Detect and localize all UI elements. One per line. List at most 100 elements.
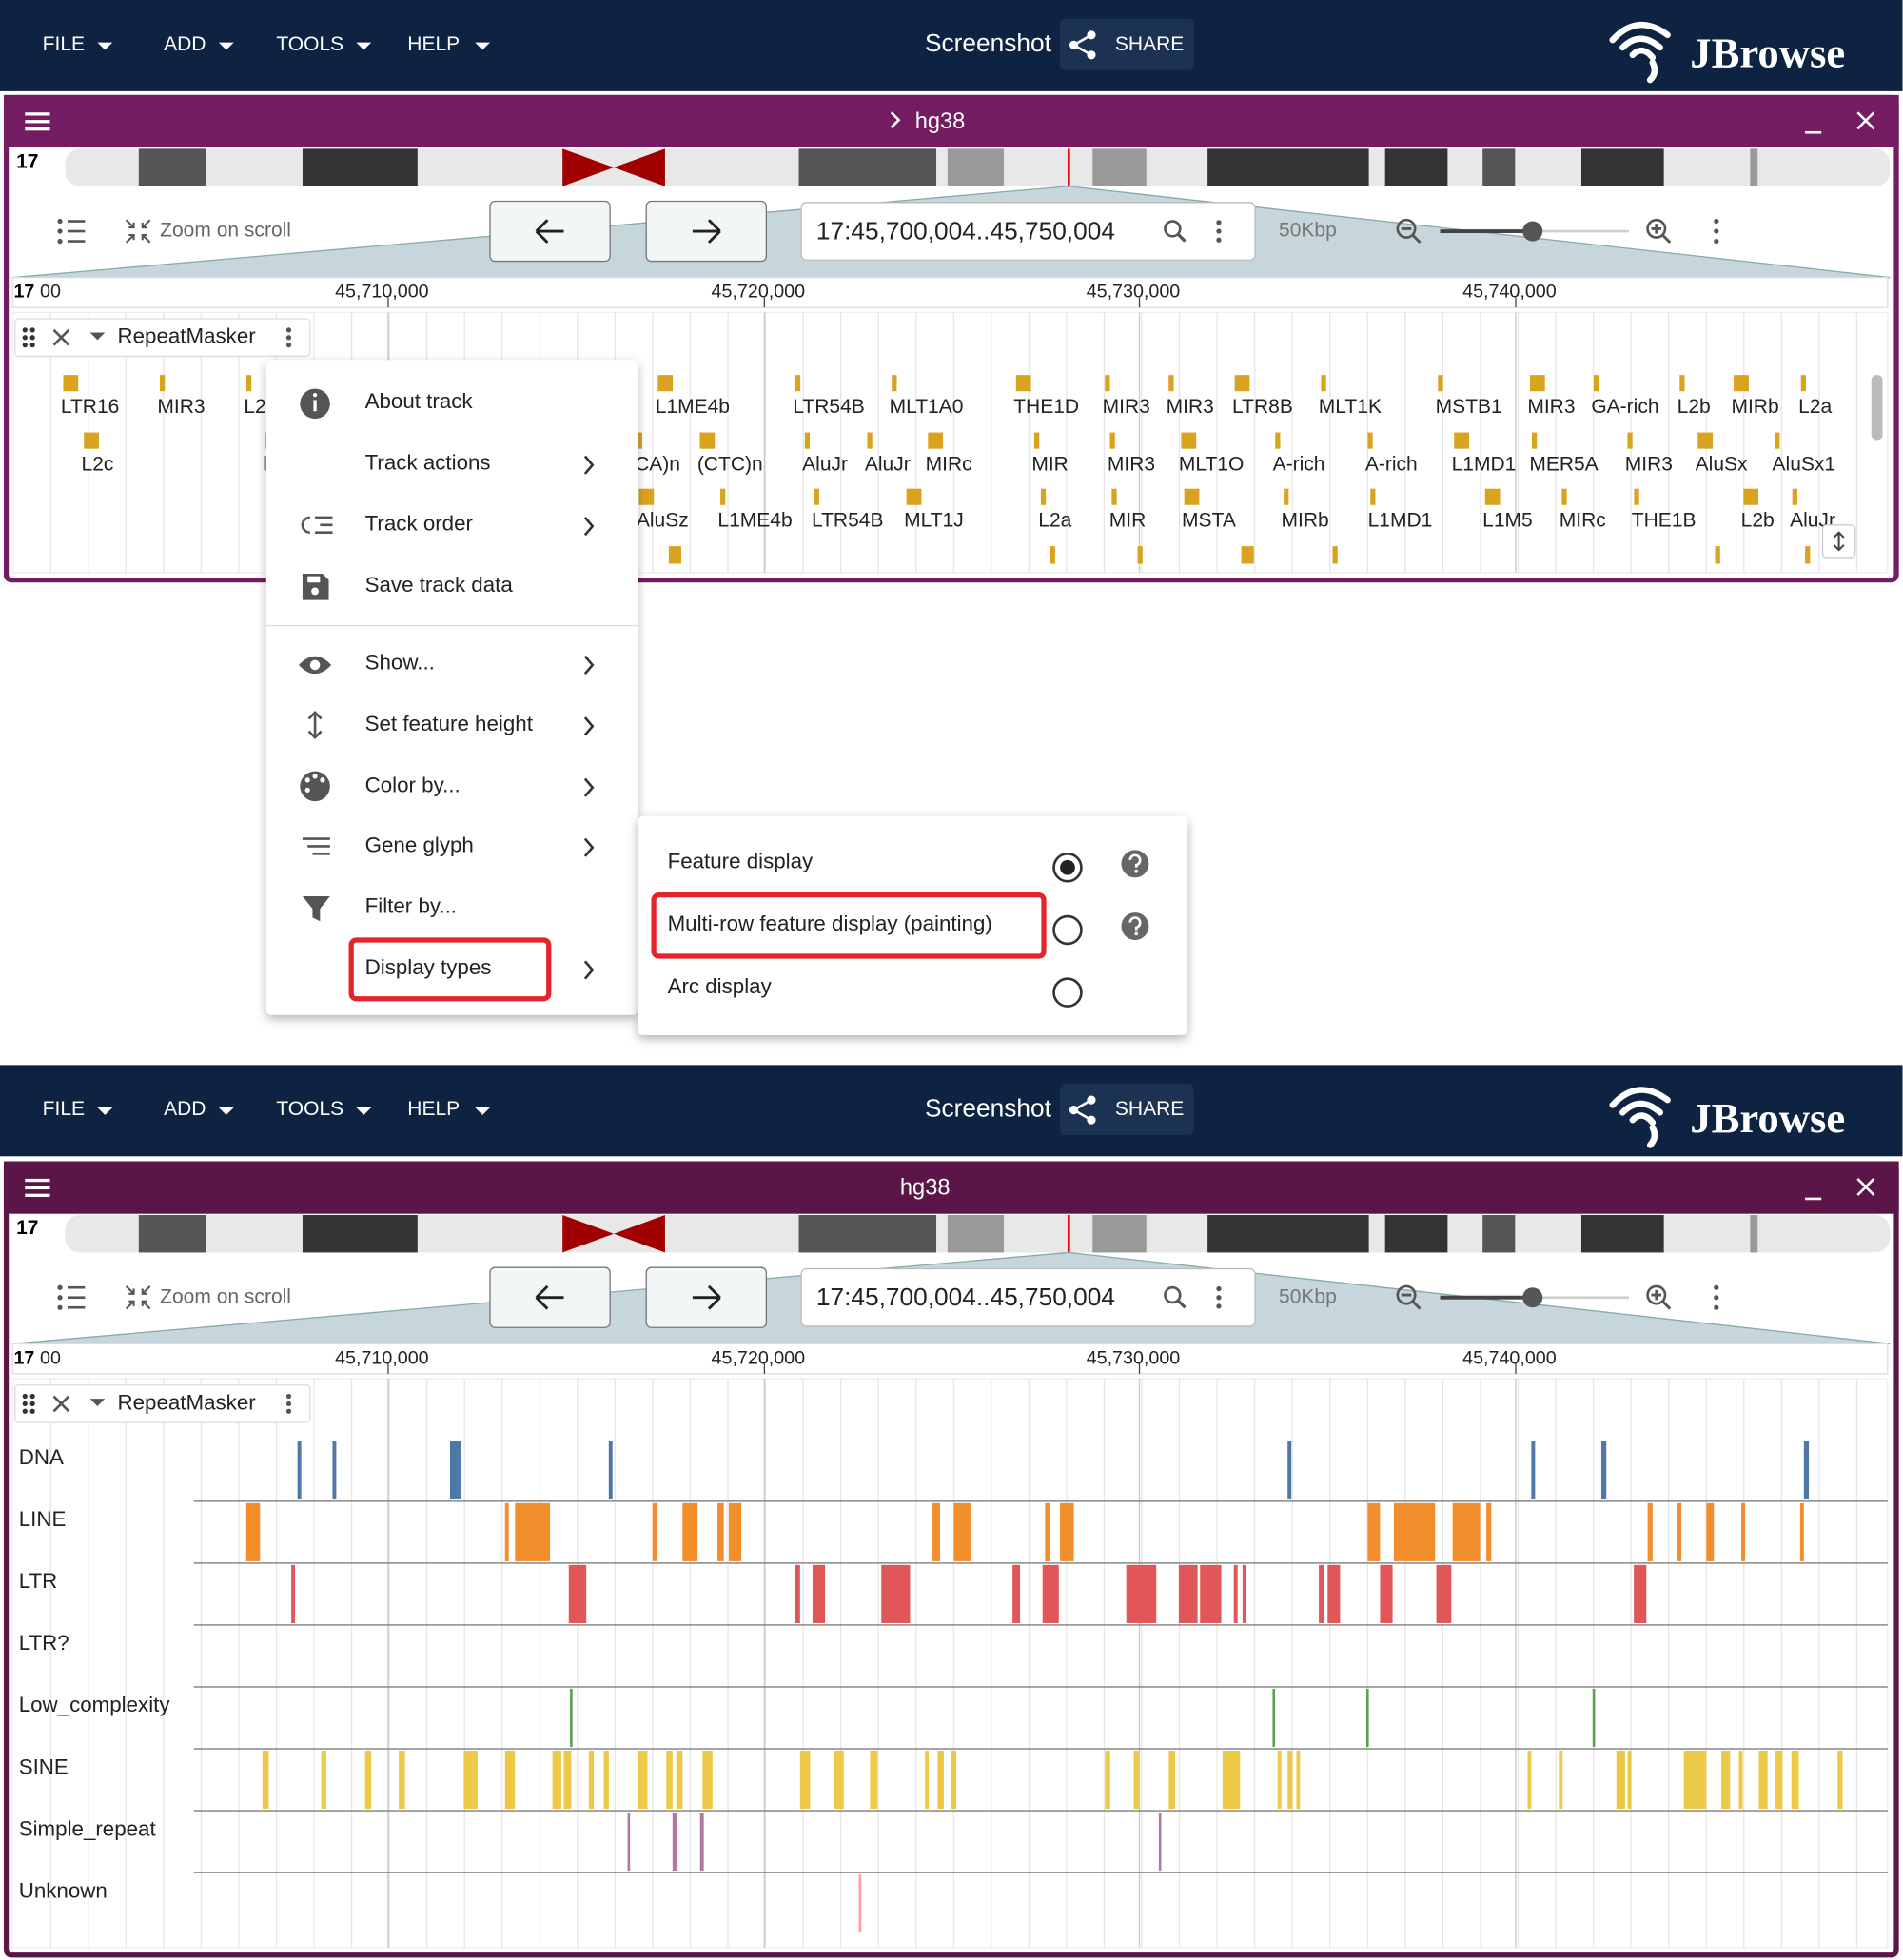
feature-bar xyxy=(1287,1750,1293,1810)
row-label: SINE xyxy=(19,1754,69,1778)
track-selector-icon xyxy=(57,1304,63,1310)
menu-item[interactable]: Track actions xyxy=(365,450,491,474)
caret xyxy=(475,42,491,50)
row-label: Simple_repeat xyxy=(19,1816,157,1840)
chevron xyxy=(583,777,595,797)
zoom-slider-thumb[interactable] xyxy=(1522,221,1543,242)
view-header xyxy=(3,94,1899,148)
feature-bar xyxy=(1178,1564,1198,1623)
cytoband xyxy=(302,1215,418,1253)
menu-item[interactable]: HELP xyxy=(407,33,460,55)
grid-line xyxy=(1138,1379,1141,1948)
minimize-icon[interactable] xyxy=(1805,1197,1822,1201)
grid-line xyxy=(1404,1379,1406,1948)
grid-line xyxy=(1066,1379,1068,1948)
cytoband xyxy=(947,1215,1004,1253)
feature-label: MSTB1 xyxy=(1436,396,1502,418)
menu-item[interactable]: Track order xyxy=(365,512,474,536)
menu-item[interactable]: Feature display xyxy=(668,849,814,872)
pan-arrow xyxy=(692,219,721,244)
cytoband xyxy=(1482,1215,1516,1253)
menu-item[interactable]: Show... xyxy=(365,651,435,675)
zoom-in-icon[interactable] xyxy=(1651,224,1672,244)
menu-item[interactable]: Multi-row feature display (painting) xyxy=(668,911,992,935)
feature-bar xyxy=(799,1750,811,1810)
track-menu-button[interactable] xyxy=(285,1401,292,1407)
track-selector-icon xyxy=(67,220,86,223)
track-menu-button[interactable] xyxy=(285,335,292,341)
grid-line xyxy=(1517,312,1520,573)
minimize-icon[interactable] xyxy=(1805,130,1822,134)
row-label: Unknown xyxy=(19,1878,108,1902)
feature-bar xyxy=(515,1502,551,1561)
feature xyxy=(1367,432,1373,449)
zoom-scroll-icon[interactable] xyxy=(125,1285,151,1310)
radio[interactable] xyxy=(1052,914,1083,946)
row-label: LTR xyxy=(19,1569,58,1593)
track-selector-icon xyxy=(67,1305,86,1309)
grid-line xyxy=(1780,1379,1782,1948)
menu-item[interactable]: Display types xyxy=(365,955,492,979)
menu-item[interactable]: Arc display xyxy=(668,974,773,998)
menu-item[interactable]: ADD xyxy=(164,1098,206,1120)
menu-item[interactable]: ADD xyxy=(164,33,206,55)
save-icon xyxy=(307,576,321,583)
track-menu-button[interactable] xyxy=(285,1408,292,1414)
track-menu-button[interactable] xyxy=(285,1393,292,1400)
feature-bar xyxy=(568,1564,587,1623)
feature-bar xyxy=(1741,1502,1746,1561)
menu-item[interactable]: FILE xyxy=(43,1098,85,1120)
drag-handle xyxy=(29,1408,35,1414)
grid-line xyxy=(49,1379,51,1948)
close-track[interactable] xyxy=(52,1395,70,1413)
radio[interactable] xyxy=(1052,853,1083,883)
view-chevron xyxy=(890,111,901,128)
zoom-out-icon[interactable] xyxy=(1401,1293,1422,1310)
zoom-scroll-icon[interactable] xyxy=(125,219,151,244)
menu-item[interactable]: Gene glyph xyxy=(365,833,474,856)
close-track[interactable] xyxy=(52,328,70,346)
track-menu-button[interactable] xyxy=(285,342,292,348)
zoom-on-scroll[interactable]: Zoom on scroll xyxy=(160,1285,291,1307)
zoom-out-icon[interactable] xyxy=(1401,226,1422,244)
menu-item[interactable]: About track xyxy=(365,389,474,413)
grid-line xyxy=(915,312,917,573)
feature xyxy=(63,375,79,392)
grid-line xyxy=(1818,1379,1820,1948)
menu-item[interactable]: FILE xyxy=(43,33,85,55)
feature xyxy=(1234,375,1250,392)
radio[interactable] xyxy=(1052,977,1083,1008)
feature xyxy=(795,375,801,392)
track-menu-button[interactable] xyxy=(285,327,292,333)
row-divider xyxy=(193,1748,1888,1750)
chevron xyxy=(583,655,595,675)
location-box[interactable] xyxy=(800,1267,1256,1327)
menu-item[interactable]: Filter by... xyxy=(365,894,457,918)
grid-line xyxy=(1141,1379,1143,1948)
feature-bar xyxy=(1012,1564,1021,1623)
feature-bar xyxy=(1627,1750,1632,1810)
grid-line xyxy=(163,312,165,573)
feature-bar xyxy=(1327,1564,1341,1623)
feature xyxy=(1743,488,1759,505)
zoom-slider-thumb[interactable] xyxy=(1522,1287,1543,1308)
menu-item[interactable]: TOOLS xyxy=(276,33,343,55)
grid-line xyxy=(1366,1379,1368,1948)
feature-label: MIR xyxy=(1109,509,1147,531)
grid-line xyxy=(388,1379,390,1948)
feature-label: THE1D xyxy=(1013,396,1079,418)
screenshot-title: Screenshot xyxy=(925,29,1052,57)
location-box[interactable] xyxy=(800,202,1256,261)
zoom-on-scroll[interactable]: Zoom on scroll xyxy=(160,220,291,242)
track-selector-icon xyxy=(57,1295,63,1301)
grid-line xyxy=(1818,312,1820,573)
menu-item[interactable]: TOOLS xyxy=(276,1098,343,1120)
menu-item[interactable]: Save track data xyxy=(365,573,514,597)
menu-item[interactable]: Set feature height xyxy=(365,712,534,735)
zoom-in-icon[interactable] xyxy=(1651,1289,1672,1310)
feature xyxy=(1105,375,1110,392)
menu-item[interactable]: HELP xyxy=(407,1098,460,1120)
close-view[interactable] xyxy=(1856,111,1875,130)
close-view[interactable] xyxy=(1856,1177,1875,1196)
menu-item[interactable]: Color by... xyxy=(365,773,461,796)
